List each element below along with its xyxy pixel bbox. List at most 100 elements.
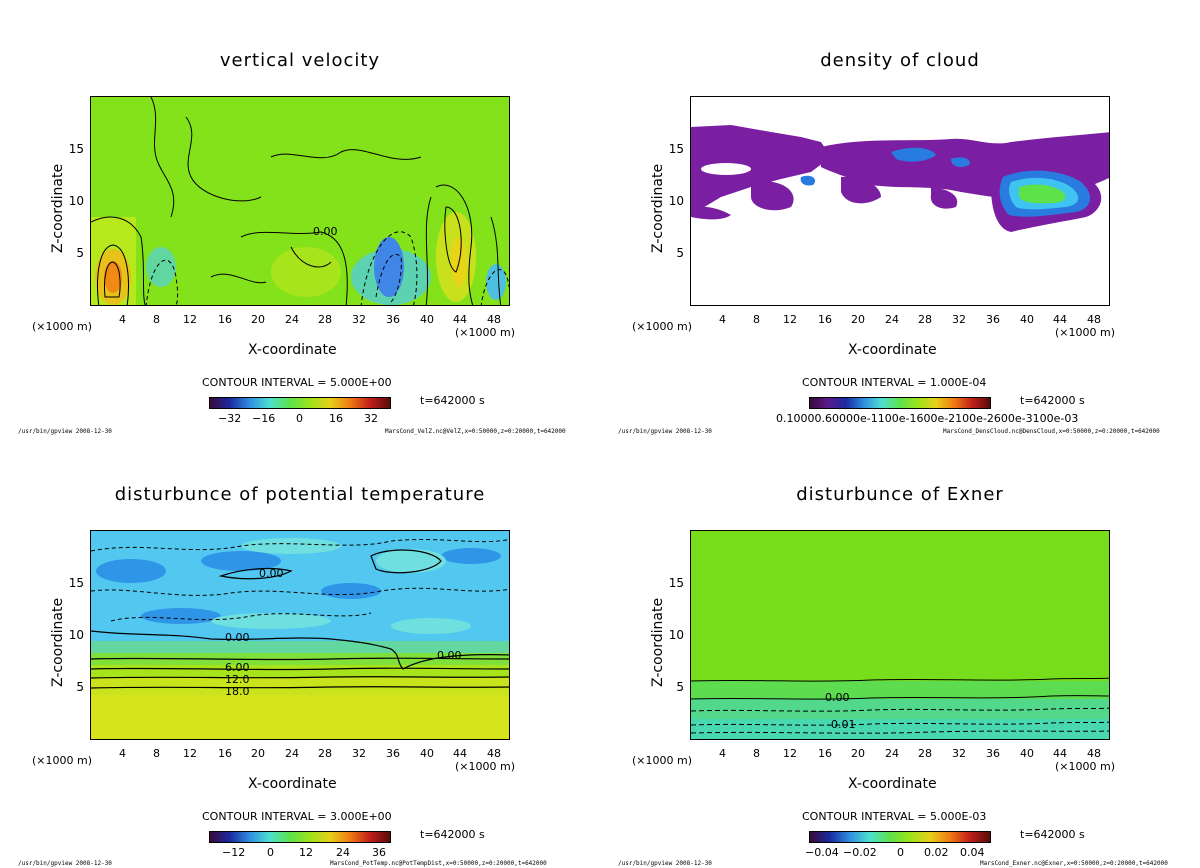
x-tick-label: 24 xyxy=(885,313,899,326)
lower-layer xyxy=(691,719,1109,739)
cool-patches xyxy=(96,548,501,624)
x-tick-label: 44 xyxy=(453,747,467,760)
x-unit-left: (×1000 m) xyxy=(632,754,693,767)
contour-label: 0.00 xyxy=(825,691,850,704)
colorbar-tick: −0.02 xyxy=(843,846,877,859)
colorbar-tick-labels: 0.10000.60000e-1100e-1600e-2100e-2600e-3… xyxy=(776,412,1079,425)
x-tick-label: 16 xyxy=(818,313,832,326)
y-tick-label: 15 xyxy=(668,142,684,156)
footer-left: /usr/bin/gpview 2008-12-30 xyxy=(18,860,112,867)
colorbar-tick: 0 xyxy=(267,846,274,859)
cloud-gap xyxy=(701,163,921,217)
transition-band xyxy=(91,641,509,653)
colorbar-tick: 16 xyxy=(329,412,343,425)
transition-band xyxy=(91,677,509,695)
x-unit-left: (×1000 m) xyxy=(32,754,93,767)
time-stamp: t=642000 s xyxy=(420,394,485,407)
y-tick-label: 5 xyxy=(76,680,84,694)
x-tick-label: 28 xyxy=(318,313,332,326)
colorbar-tick: −32 xyxy=(218,412,242,425)
warm-patches xyxy=(211,538,471,634)
x-tick-label: 36 xyxy=(986,313,1000,326)
colorbar-tick: 24 xyxy=(336,846,350,859)
heatmap-svg xyxy=(91,531,509,739)
colorbar-tick: 0 xyxy=(897,846,904,859)
y-tick-label: 15 xyxy=(68,576,84,590)
heatmap-svg xyxy=(91,97,509,305)
panel-vertical-velocity: vertical velocity xyxy=(0,0,600,435)
negative-contours xyxy=(91,538,509,622)
footer-left: /usr/bin/gpview 2008-12-30 xyxy=(618,860,712,867)
x-unit-right: (×1000 m) xyxy=(455,760,516,773)
downdraft-core xyxy=(374,237,404,297)
y-tick-label: 15 xyxy=(668,576,684,590)
y-tick-label: 10 xyxy=(668,628,684,642)
x-unit-right: (×1000 m) xyxy=(1055,326,1116,339)
x-tick-label: 44 xyxy=(1053,747,1067,760)
chart-title: disturbunce of Exner xyxy=(796,484,1004,505)
x-unit-left: (×1000 m) xyxy=(632,320,693,333)
colorbar xyxy=(209,831,391,843)
x-tick-label: 12 xyxy=(183,313,197,326)
contour-label: 0.00 xyxy=(259,567,284,580)
time-stamp: t=642000 s xyxy=(420,828,485,841)
footer-right: MarsCond_DensCloud.nc@DensCloud,x=0:5000… xyxy=(943,428,1160,435)
y-axis-label: Z-coordinate xyxy=(650,597,666,687)
x-tick-label: 48 xyxy=(1087,747,1101,760)
y-tick-label: 15 xyxy=(68,142,84,156)
contour-lines xyxy=(91,97,502,305)
x-tick-label: 28 xyxy=(918,313,932,326)
y-tick-label: 5 xyxy=(76,246,84,260)
x-tick-label: 12 xyxy=(783,747,797,760)
x-axis-label: X-coordinate xyxy=(848,342,937,358)
transition-band xyxy=(691,681,1109,699)
x-tick-label: 16 xyxy=(218,313,232,326)
x-tick-label: 48 xyxy=(487,747,501,760)
x-tick-label: 20 xyxy=(851,313,865,326)
time-stamp: t=642000 s xyxy=(1020,394,1085,407)
warm-region xyxy=(271,247,341,297)
contour-interval: CONTOUR INTERVAL = 5.000E-03 xyxy=(802,810,987,823)
contour-label: 0.00 xyxy=(313,225,338,238)
x-tick-label: 44 xyxy=(1053,313,1067,326)
footer-right: MarsCond_PotTemp.nc@PotTempDist,x=0:5000… xyxy=(330,860,547,867)
contour-interval: CONTOUR INTERVAL = 5.000E+00 xyxy=(202,376,392,389)
x-tick-label: 36 xyxy=(386,747,400,760)
x-tick-label: 12 xyxy=(183,747,197,760)
x-tick-label: 32 xyxy=(352,313,366,326)
x-unit-left: (×1000 m) xyxy=(32,320,93,333)
x-tick-label: 24 xyxy=(285,747,299,760)
plot-area xyxy=(690,96,1110,306)
colorbar-tick: 0.04 xyxy=(960,846,985,859)
colorbar-tick: −0.04 xyxy=(805,846,839,859)
x-tick-label: 12 xyxy=(783,313,797,326)
x-tick-label: 8 xyxy=(153,313,160,326)
y-tick-label: 10 xyxy=(668,194,684,208)
chart-title: density of cloud xyxy=(820,50,980,71)
x-tick-label: 20 xyxy=(251,313,265,326)
x-tick-label: 28 xyxy=(918,747,932,760)
downdraft-region xyxy=(486,264,506,300)
x-tick-label: 16 xyxy=(818,747,832,760)
y-axis-label: Z-coordinate xyxy=(50,163,66,253)
time-stamp: t=642000 s xyxy=(1020,828,1085,841)
heatmap-svg xyxy=(691,125,1109,232)
chart-title: disturbunce of potential temperature xyxy=(114,484,486,505)
plot-area: 0.00 xyxy=(90,96,510,306)
x-tick-label: 20 xyxy=(851,747,865,760)
x-tick-label: 36 xyxy=(386,313,400,326)
x-tick-label: 24 xyxy=(285,313,299,326)
y-tick-label: 10 xyxy=(68,194,84,208)
x-tick-label: 8 xyxy=(753,747,760,760)
colorbar-tick: −12 xyxy=(222,846,246,859)
x-axis-label: X-coordinate xyxy=(248,776,337,792)
panel-density-of-cloud: density of cloud xyxy=(600,0,1200,435)
x-tick-label: 8 xyxy=(153,747,160,760)
x-tick-label: 4 xyxy=(119,747,126,760)
contour-lines xyxy=(91,549,509,689)
footer-right: MarsCond_VelZ.nc@VelZ,x=0:50000,z=0:2000… xyxy=(385,428,566,435)
x-tick-label: 8 xyxy=(753,313,760,326)
colorbar-tick: 0 xyxy=(296,412,303,425)
contour-label: 18.0 xyxy=(225,685,250,698)
colorbar-tick: −16 xyxy=(252,412,276,425)
